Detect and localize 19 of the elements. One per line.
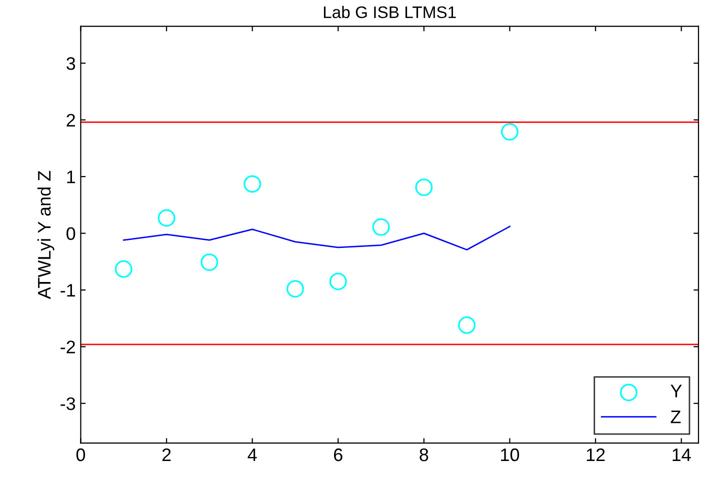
x-tick-label: 4 [248,448,257,462]
y-tick-label: 1 [67,170,75,184]
y-tick-label: 0 [66,227,76,240]
x-tick-label: 6 [334,448,342,462]
x-tick-label: 0 [76,448,86,462]
x-tick-label: 14 [672,448,691,462]
y-tick-label: 2 [66,114,75,126]
x-tick-label: 2 [162,448,171,462]
x-tick-label: 12 [586,448,605,462]
y-tick-label: -3 [60,397,76,410]
y-tick-label: 3 [66,57,76,70]
y-tick-label: -1 [60,284,75,297]
y-axis-title: ATWLyi Y and Z [37,170,54,300]
legend-label: Z [670,410,681,424]
chart-title: Lab G ISB LTMS1 [324,6,456,18]
x-tick-label: 10 [501,448,520,462]
legend-label: Y [670,384,682,398]
y-tick-label: -2 [60,340,75,354]
x-tick-label: 8 [420,448,428,462]
